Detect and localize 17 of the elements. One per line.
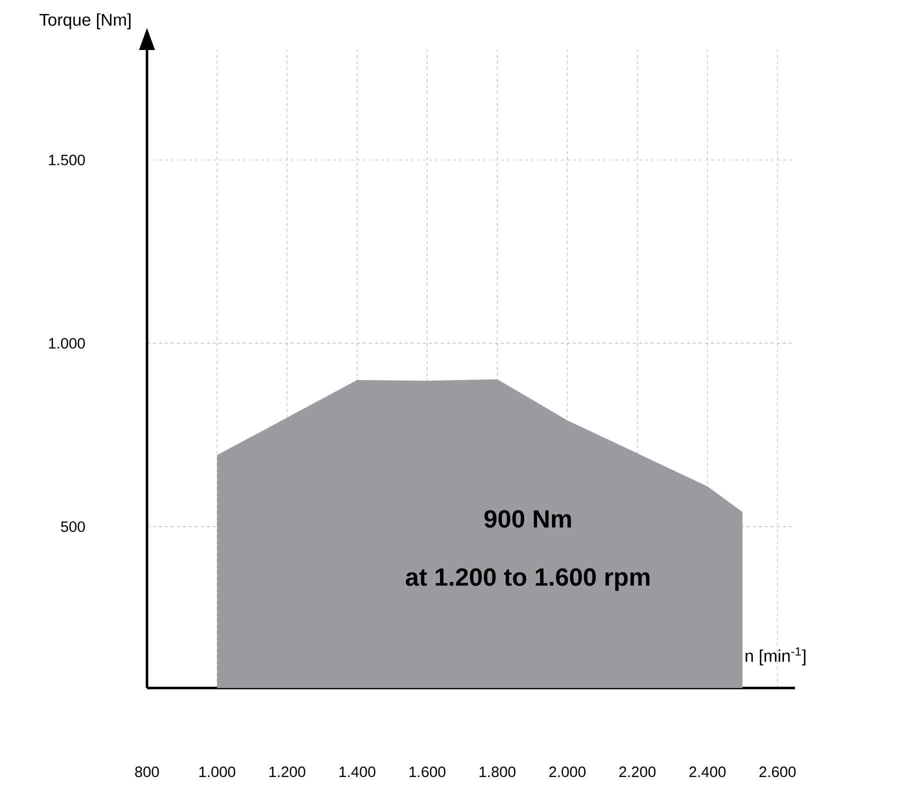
x-axis-title: n [min$^{-1}$] (746, 647, 806, 666)
y-tick-label: 1.000 (49, 338, 85, 349)
x-tick-label: 2.600 (759, 766, 796, 778)
x-tick-label: 800 (135, 766, 159, 778)
x-tick-label: 1.400 (340, 766, 376, 778)
y-tick-label: 500 (61, 521, 85, 532)
x-tick-label: 1.800 (480, 766, 516, 778)
y-axis-title: Torque [Nm] (40, 13, 130, 30)
x-tick-label: 1.200 (269, 766, 306, 778)
x-tick-label: 2.400 (689, 766, 726, 778)
x-tick-label: 2.200 (619, 766, 656, 778)
x-tick-label: 2.000 (549, 766, 586, 778)
y-tick-label: 1.500 (49, 154, 85, 166)
annotation: 900 Nm (484, 510, 571, 528)
x-tick-label: 1.600 (410, 766, 446, 778)
x-tick-label: 1.000 (199, 766, 236, 778)
annotation: at 1.200 to 1.600 rpm (406, 568, 650, 591)
